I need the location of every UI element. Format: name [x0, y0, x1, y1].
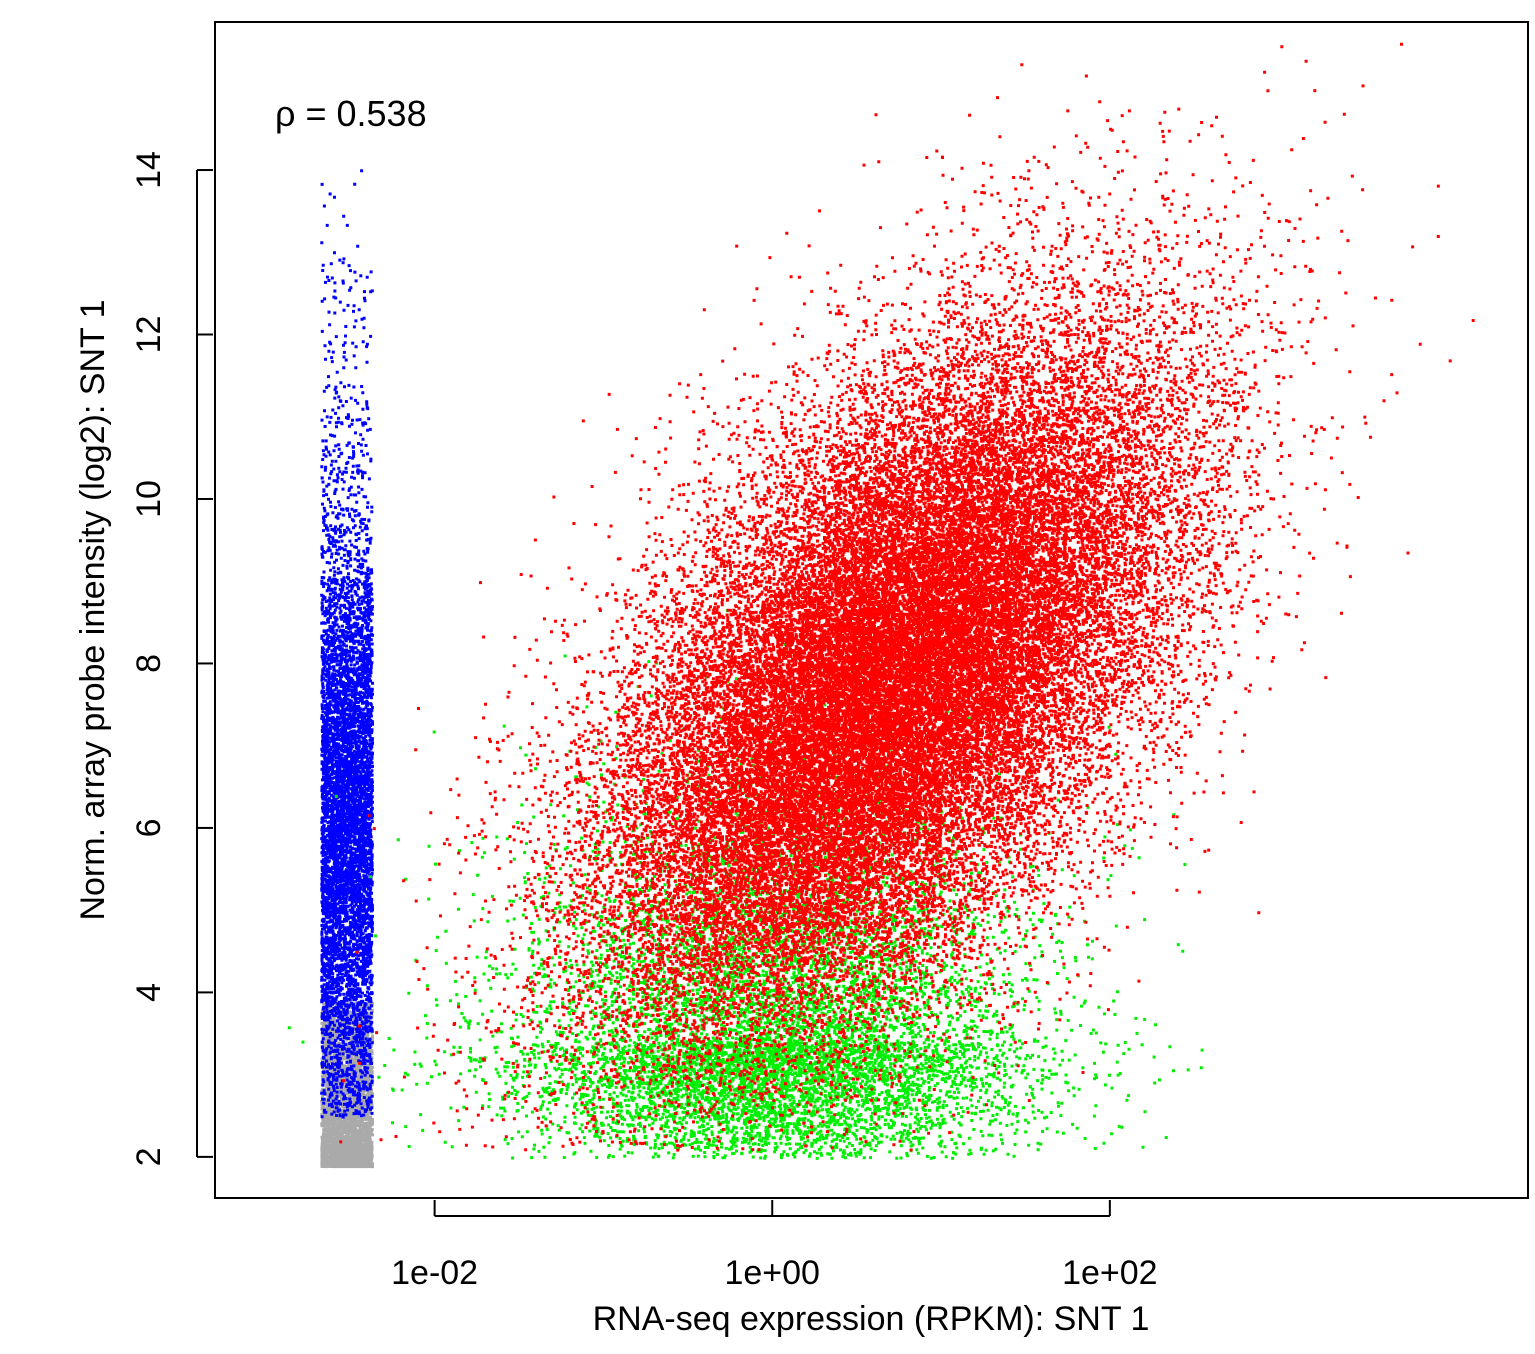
points-zero-rpkm-detected: [320, 169, 374, 1119]
y-tick-label: 8: [130, 654, 168, 673]
x-axis: 1e-02 1e+00 1e+02: [391, 1200, 1158, 1292]
y-tick-label: 14: [130, 151, 168, 189]
y-axis-title: Norm. array probe intensity (log2): SNT …: [74, 299, 112, 920]
y-tick-label: 10: [130, 480, 168, 518]
y-tick-label: 6: [130, 818, 168, 837]
plot-frame: [214, 21, 1529, 1199]
x-tick-label: 1e+00: [724, 1254, 820, 1292]
data-points-layer: [287, 42, 1475, 1169]
y-tick-label: 12: [130, 316, 168, 354]
x-tick-label: 1e-02: [391, 1254, 478, 1292]
x-tick-label: 1e+02: [1062, 1254, 1158, 1292]
points-expressed-detected: [339, 42, 1475, 1152]
rho-annotation: ρ = 0.538: [275, 93, 427, 134]
x-axis-title: RNA-seq expression (RPKM): SNT 1: [593, 1300, 1150, 1338]
points-expressed-undetected: [287, 609, 1204, 1160]
y-tick-label: 4: [130, 983, 168, 1002]
y-axis: 2 4 6 8 10 12 14: [130, 151, 213, 1166]
y-tick-label: 2: [130, 1147, 168, 1166]
